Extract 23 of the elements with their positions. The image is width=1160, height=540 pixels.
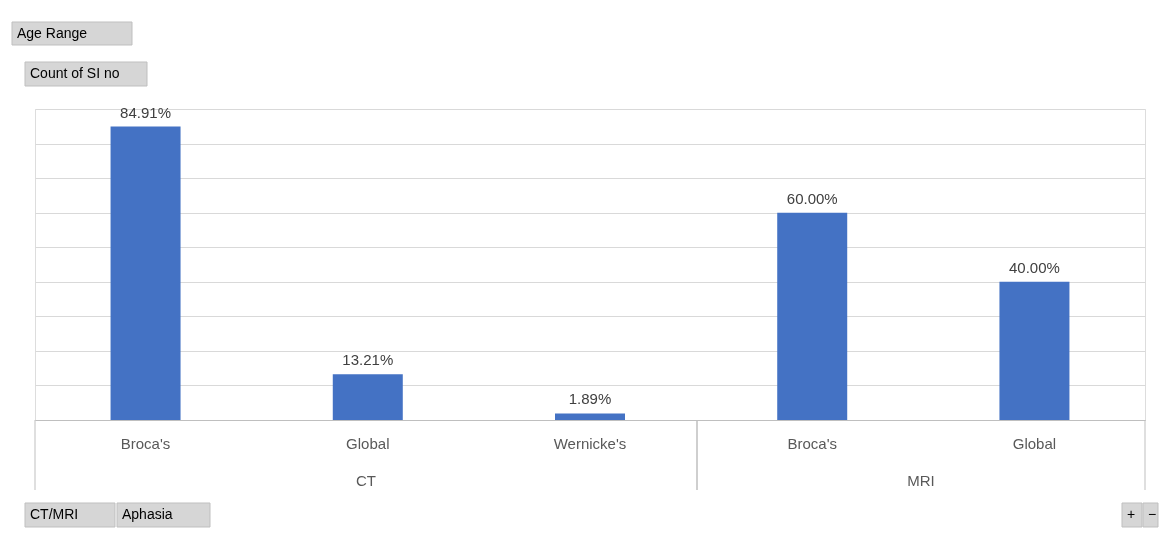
bar: [555, 413, 625, 420]
x-tick-label: Global: [1012, 434, 1057, 452]
data-label: 13.21%: [342, 351, 394, 369]
data-label: 60.00%: [786, 189, 838, 207]
x-tick-label: Broca's: [120, 434, 171, 452]
text: CT: [356, 472, 376, 489]
text: Aphasia: [122, 506, 173, 522]
bar: [777, 212, 848, 420]
bar: [332, 374, 403, 420]
data-label: 84.91%: [120, 103, 171, 121]
x-tick-label: Broca's: [787, 434, 837, 452]
data-label: 40.00%: [1009, 258, 1060, 276]
text: MRI: [907, 472, 935, 489]
text: Count of SI no: [30, 65, 120, 81]
x-tick-label: Global: [346, 434, 390, 452]
text: Age Range: [17, 24, 88, 41]
bar: [110, 126, 181, 420]
data-label: 1.89%: [568, 390, 612, 408]
text: +: [1127, 506, 1136, 522]
x-tick-label: Wernicke's: [553, 434, 627, 452]
bar: [999, 281, 1070, 420]
text: CT/MRI: [30, 506, 79, 522]
text: −: [1148, 506, 1157, 522]
